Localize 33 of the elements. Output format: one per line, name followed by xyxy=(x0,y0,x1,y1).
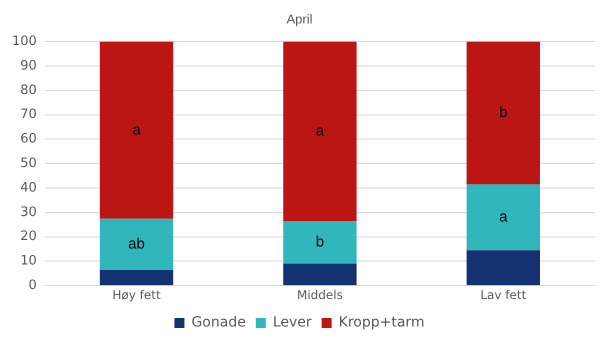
x-tick-label: Middels xyxy=(296,288,343,302)
bar xyxy=(466,184,540,250)
bar xyxy=(100,270,174,286)
y-tick-label: 90 xyxy=(20,58,37,74)
y-tick-label: 50 xyxy=(20,156,37,171)
bar xyxy=(466,42,540,184)
legend-label: Lever xyxy=(272,314,312,331)
data-label: a xyxy=(499,208,508,226)
y-tick-label: 20 xyxy=(20,229,37,244)
y-tick-label: 70 xyxy=(20,107,37,122)
y-tick-label: 10 xyxy=(20,254,37,269)
y-tick-label: 80 xyxy=(20,82,37,98)
y-tick-label: 40 xyxy=(20,180,37,196)
y-tick-label: 0 xyxy=(28,278,37,293)
y-tick-label: 100 xyxy=(12,34,37,49)
data-label: ab xyxy=(128,236,145,253)
bar xyxy=(283,264,357,286)
data-label: a xyxy=(132,121,142,138)
y-tick-label: 30 xyxy=(20,204,37,220)
bar xyxy=(466,250,540,286)
legend-label: Kropp+tarm xyxy=(338,314,425,331)
data-label: a xyxy=(316,122,325,140)
x-tick-label: Lav fett xyxy=(480,288,527,302)
legend-label: Gonade xyxy=(191,314,246,331)
bar xyxy=(100,218,174,270)
bar xyxy=(283,220,357,264)
bar xyxy=(283,42,357,221)
chart-title: April xyxy=(286,11,313,26)
x-tick-label: Høy fett xyxy=(112,288,161,302)
data-label: b xyxy=(499,104,508,122)
y-tick-label: 60 xyxy=(20,132,37,147)
bar xyxy=(100,42,174,219)
data-label: b xyxy=(316,233,324,250)
